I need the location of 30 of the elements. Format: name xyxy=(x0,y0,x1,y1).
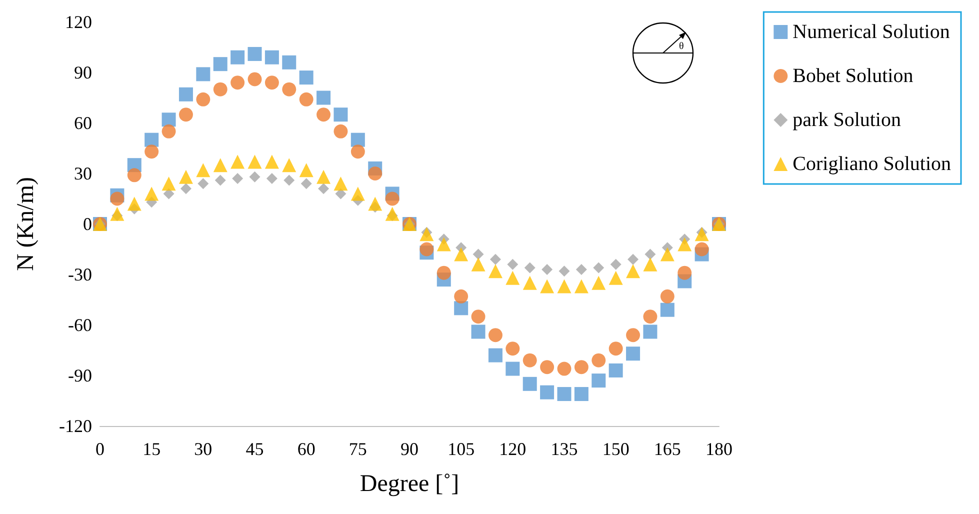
x-tick-label: 165 xyxy=(654,439,681,459)
x-tick-label: 30 xyxy=(194,439,212,459)
x-tick-label: 135 xyxy=(550,439,578,459)
y-tick-label: -30 xyxy=(68,264,92,284)
y-axis-title: N (Kn/m) xyxy=(13,177,39,271)
x-axis-title: Degree [˚] xyxy=(360,471,460,497)
y-tick-label: 0 xyxy=(83,214,92,234)
x-tick-label: 0 xyxy=(96,439,104,459)
legend-label: park Solution xyxy=(792,109,902,131)
x-tick-label: 45 xyxy=(246,439,264,459)
x-tick-label: 15 xyxy=(142,439,161,459)
x-tick-label: 75 xyxy=(348,439,367,459)
annotation: θ xyxy=(679,41,684,52)
x-tick-label: 180 xyxy=(706,439,732,459)
y-tick-label: 120 xyxy=(65,12,92,32)
x-tick-label: 120 xyxy=(499,439,526,459)
y-tick-label: 30 xyxy=(74,164,92,184)
x-tick-label: 105 xyxy=(448,439,475,459)
y-tick-label: -60 xyxy=(68,315,92,335)
legend-label: Numerical Solution xyxy=(792,21,950,43)
x-tick-label: 150 xyxy=(602,439,630,459)
legend-label: Corigliano Solution xyxy=(792,153,952,175)
y-tick-label: 60 xyxy=(74,113,92,133)
y-tick-label: -120 xyxy=(59,416,92,436)
x-tick-label: 90 xyxy=(400,439,418,459)
x-tick-label: 60 xyxy=(297,439,316,459)
y-tick-label: -90 xyxy=(68,366,92,386)
legend-label: Bobet Solution xyxy=(792,65,914,87)
y-tick-label: 90 xyxy=(74,62,92,82)
circle-diagram-icon: θ xyxy=(630,20,696,86)
